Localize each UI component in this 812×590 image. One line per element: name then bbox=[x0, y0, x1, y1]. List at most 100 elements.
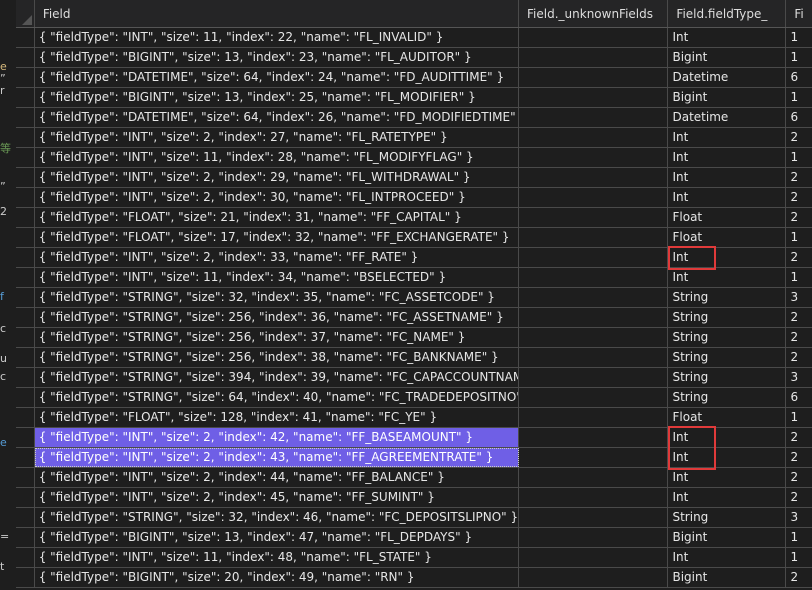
field-type-cell[interactable]: Int bbox=[668, 28, 787, 47]
row-header[interactable] bbox=[16, 48, 35, 67]
unknown-fields-cell[interactable] bbox=[519, 268, 669, 287]
row-header[interactable] bbox=[16, 468, 35, 487]
unknown-fields-cell[interactable] bbox=[519, 168, 669, 187]
unknown-fields-cell[interactable] bbox=[519, 208, 669, 227]
row-header[interactable] bbox=[16, 268, 35, 287]
field-type-cell[interactable]: Int bbox=[668, 548, 787, 567]
truncated-cell[interactable]: 2 bbox=[790, 170, 799, 184]
field-type-cell[interactable]: Bigint bbox=[668, 48, 787, 67]
column-header-field-type[interactable]: Field.fieldType_ bbox=[668, 0, 787, 27]
table-row[interactable]: { "fieldType": "BIGINT", "size": 20, "in… bbox=[16, 568, 812, 588]
field-cell[interactable]: { "fieldType": "STRING", "size": 32, "in… bbox=[35, 288, 520, 307]
table-row[interactable]: { "fieldType": "FLOAT", "size": 21, "ind… bbox=[16, 208, 812, 228]
row-header[interactable] bbox=[16, 28, 35, 47]
unknown-fields-cell[interactable] bbox=[519, 368, 669, 387]
field-type-cell[interactable]: Int bbox=[668, 448, 787, 467]
unknown-fields-cell[interactable] bbox=[519, 228, 669, 247]
field-cell[interactable]: { "fieldType": "STRING", "size": 32, "in… bbox=[35, 508, 520, 527]
truncated-cell[interactable]: 1 bbox=[790, 230, 799, 244]
unknown-fields-cell[interactable] bbox=[519, 188, 669, 207]
unknown-fields-cell[interactable] bbox=[519, 468, 669, 487]
truncated-cell[interactable]: 1 bbox=[790, 270, 799, 284]
field-cell[interactable]: { "fieldType": "DATETIME", "size": 64, "… bbox=[35, 68, 520, 87]
row-header[interactable] bbox=[16, 308, 35, 327]
field-type-cell[interactable]: Bigint bbox=[668, 568, 787, 587]
table-row[interactable]: { "fieldType": "STRING", "size": 32, "in… bbox=[16, 288, 812, 308]
truncated-cell[interactable]: 2 bbox=[790, 450, 799, 464]
field-cell[interactable]: { "fieldType": "STRING", "size": 256, "i… bbox=[35, 348, 520, 367]
unknown-fields-cell[interactable] bbox=[519, 48, 669, 67]
field-cell[interactable]: { "fieldType": "INT", "size": 11, "index… bbox=[35, 548, 520, 567]
field-cell[interactable]: { "fieldType": "INT", "size": 2, "index"… bbox=[34, 448, 520, 467]
unknown-fields-cell[interactable] bbox=[519, 288, 669, 307]
field-cell[interactable]: { "fieldType": "FLOAT", "size": 17, "ind… bbox=[35, 228, 520, 247]
row-header[interactable] bbox=[16, 248, 35, 267]
table-row[interactable]: { "fieldType": "INT", "size": 11, "index… bbox=[16, 28, 812, 48]
row-header[interactable] bbox=[16, 348, 35, 367]
unknown-fields-cell[interactable] bbox=[519, 148, 669, 167]
truncated-cell[interactable]: 3 bbox=[790, 290, 799, 304]
row-header[interactable] bbox=[16, 548, 35, 567]
table-row[interactable]: { "fieldType": "STRING", "size": 64, "in… bbox=[16, 388, 812, 408]
field-cell[interactable]: { "fieldType": "INT", "size": 2, "index"… bbox=[35, 468, 520, 487]
unknown-fields-cell[interactable] bbox=[519, 408, 669, 427]
column-header-unknown-fields[interactable]: Field._unknownFields bbox=[519, 0, 669, 27]
field-cell[interactable]: { "fieldType": "STRING", "size": 394, "i… bbox=[35, 368, 520, 387]
select-all-corner[interactable] bbox=[16, 0, 35, 27]
field-type-cell[interactable]: String bbox=[668, 508, 787, 527]
row-header[interactable] bbox=[16, 368, 35, 387]
unknown-fields-cell[interactable] bbox=[519, 388, 669, 407]
field-cell[interactable]: { "fieldType": "INT", "size": 11, "index… bbox=[35, 148, 520, 167]
unknown-fields-cell[interactable] bbox=[519, 548, 669, 567]
row-header[interactable] bbox=[16, 128, 35, 147]
truncated-cell[interactable]: 6 bbox=[790, 70, 799, 84]
table-row[interactable]: { "fieldType": "INT", "size": 2, "index"… bbox=[16, 188, 812, 208]
row-header[interactable] bbox=[16, 68, 35, 87]
field-type-cell[interactable]: String bbox=[668, 288, 787, 307]
field-cell[interactable]: { "fieldType": "DATETIME", "size": 64, "… bbox=[35, 108, 520, 127]
row-header[interactable] bbox=[16, 208, 35, 227]
table-row[interactable]: { "fieldType": "STRING", "size": 256, "i… bbox=[16, 348, 812, 368]
field-cell[interactable]: { "fieldType": "INT", "size": 2, "index"… bbox=[34, 428, 520, 447]
field-type-cell[interactable]: Int bbox=[668, 428, 787, 447]
table-row[interactable]: { "fieldType": "FLOAT", "size": 128, "in… bbox=[16, 408, 812, 428]
field-cell[interactable]: { "fieldType": "INT", "size": 2, "index"… bbox=[35, 168, 520, 187]
table-row[interactable]: { "fieldType": "STRING", "size": 394, "i… bbox=[16, 368, 812, 388]
field-cell[interactable]: { "fieldType": "BIGINT", "size": 13, "in… bbox=[35, 88, 520, 107]
table-row[interactable]: { "fieldType": "DATETIME", "size": 64, "… bbox=[16, 68, 812, 88]
field-cell[interactable]: { "fieldType": "INT", "size": 2, "index"… bbox=[35, 248, 520, 267]
row-header[interactable] bbox=[16, 148, 35, 167]
truncated-cell[interactable]: 2 bbox=[790, 430, 799, 444]
field-type-cell[interactable]: Float bbox=[668, 208, 787, 227]
row-header[interactable] bbox=[16, 288, 35, 307]
field-type-cell[interactable]: Datetime bbox=[668, 108, 787, 127]
field-cell[interactable]: { "fieldType": "INT", "size": 11, "index… bbox=[35, 28, 520, 47]
field-type-cell[interactable]: Bigint bbox=[668, 528, 787, 547]
field-type-cell[interactable]: Float bbox=[668, 228, 787, 247]
row-header[interactable] bbox=[16, 108, 35, 127]
field-cell[interactable]: { "fieldType": "FLOAT", "size": 128, "in… bbox=[35, 408, 520, 427]
unknown-fields-cell[interactable] bbox=[519, 488, 669, 507]
field-type-cell[interactable]: String bbox=[668, 348, 787, 367]
truncated-cell[interactable]: 2 bbox=[790, 130, 799, 144]
row-header[interactable] bbox=[16, 448, 35, 467]
row-header[interactable] bbox=[16, 388, 35, 407]
truncated-cell[interactable]: 1 bbox=[790, 530, 799, 544]
truncated-cell[interactable]: 3 bbox=[790, 370, 799, 384]
unknown-fields-cell[interactable] bbox=[519, 68, 669, 87]
row-header[interactable] bbox=[16, 568, 35, 587]
field-type-cell[interactable]: Int bbox=[668, 188, 787, 207]
table-row[interactable]: { "fieldType": "FLOAT", "size": 17, "ind… bbox=[16, 228, 812, 248]
table-row[interactable]: { "fieldType": "BIGINT", "size": 13, "in… bbox=[16, 88, 812, 108]
unknown-fields-cell[interactable] bbox=[519, 528, 669, 547]
unknown-fields-cell[interactable] bbox=[519, 248, 669, 267]
field-type-cell[interactable]: String bbox=[668, 388, 787, 407]
truncated-cell[interactable]: 3 bbox=[790, 510, 799, 524]
truncated-cell[interactable]: 1 bbox=[790, 50, 799, 64]
truncated-cell[interactable]: 2 bbox=[790, 350, 799, 364]
truncated-cell[interactable]: 1 bbox=[790, 410, 799, 424]
table-row[interactable]: { "fieldType": "BIGINT", "size": 13, "in… bbox=[16, 528, 812, 548]
table-row[interactable]: { "fieldType": "BIGINT", "size": 13, "in… bbox=[16, 48, 812, 68]
field-type-cell[interactable]: Int bbox=[668, 468, 787, 487]
truncated-cell[interactable]: 1 bbox=[790, 550, 799, 564]
